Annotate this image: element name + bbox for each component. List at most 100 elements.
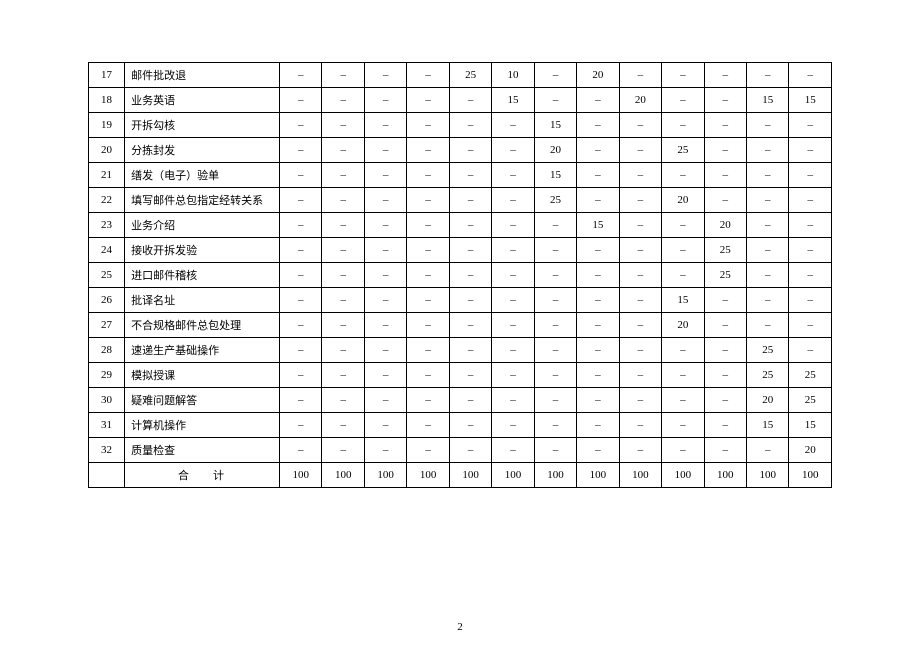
cell-value: – <box>619 288 661 313</box>
cell-value: 25 <box>747 363 789 388</box>
cell-value: – <box>449 363 491 388</box>
cell-value: – <box>322 388 364 413</box>
cell-value: – <box>789 163 832 188</box>
cell-value: – <box>280 163 322 188</box>
cell-value: – <box>747 138 789 163</box>
total-value: 100 <box>789 463 832 488</box>
cell-value: – <box>280 113 322 138</box>
cell-value: 20 <box>662 313 704 338</box>
cell-value: – <box>280 138 322 163</box>
cell-value: – <box>619 363 661 388</box>
cell-value: 15 <box>492 88 534 113</box>
cell-value: – <box>449 138 491 163</box>
cell-value: – <box>704 113 746 138</box>
cell-value: – <box>492 338 534 363</box>
cell-value: – <box>789 63 832 88</box>
cell-value: 25 <box>662 138 704 163</box>
cell-value: – <box>577 263 619 288</box>
cell-value: – <box>407 213 449 238</box>
cell-value: – <box>449 313 491 338</box>
cell-value: – <box>449 213 491 238</box>
cell-value: 15 <box>577 213 619 238</box>
cell-value: – <box>364 163 406 188</box>
cell-value: – <box>407 338 449 363</box>
cell-value: – <box>577 238 619 263</box>
total-value: 100 <box>577 463 619 488</box>
table-row: 22填写邮件总包指定经转关系––––––25––20––– <box>89 188 832 213</box>
cell-value: – <box>492 213 534 238</box>
cell-value: – <box>364 238 406 263</box>
cell-value: – <box>577 438 619 463</box>
cell-value: – <box>704 338 746 363</box>
row-index: 17 <box>89 63 125 88</box>
cell-value: 20 <box>662 188 704 213</box>
cell-value: – <box>747 288 789 313</box>
row-name: 进口邮件稽核 <box>125 263 280 288</box>
cell-value: 25 <box>449 63 491 88</box>
cell-value: – <box>364 63 406 88</box>
page-number: 2 <box>0 621 920 633</box>
cell-value: 25 <box>704 263 746 288</box>
cell-value: – <box>619 63 661 88</box>
cell-value: 25 <box>704 238 746 263</box>
cell-value: – <box>704 363 746 388</box>
cell-value: – <box>407 313 449 338</box>
cell-value: – <box>364 288 406 313</box>
cell-value: – <box>577 288 619 313</box>
cell-value: – <box>492 363 534 388</box>
row-index: 20 <box>89 138 125 163</box>
cell-value: – <box>280 188 322 213</box>
cell-value: – <box>322 263 364 288</box>
cell-value: – <box>449 238 491 263</box>
cell-value: – <box>322 188 364 213</box>
row-index: 24 <box>89 238 125 263</box>
cell-value: – <box>704 413 746 438</box>
cell-value: – <box>492 263 534 288</box>
cell-value: – <box>492 438 534 463</box>
row-name: 疑难问题解答 <box>125 388 280 413</box>
cell-value: – <box>619 338 661 363</box>
document-page: 17邮件批改退––––2510–20–––––18业务英语–––––15––20… <box>0 0 920 651</box>
cell-value: – <box>280 338 322 363</box>
cell-value: 25 <box>534 188 576 213</box>
cell-value: – <box>407 438 449 463</box>
row-index: 32 <box>89 438 125 463</box>
total-row: 合计10010010010010010010010010010010010010… <box>89 463 832 488</box>
cell-value: – <box>662 388 704 413</box>
cell-value: 15 <box>789 88 832 113</box>
cell-value: – <box>534 88 576 113</box>
cell-value: – <box>662 163 704 188</box>
cell-value: – <box>619 313 661 338</box>
cell-value: – <box>577 388 619 413</box>
cell-value: – <box>364 363 406 388</box>
row-index: 25 <box>89 263 125 288</box>
cell-value: 15 <box>534 113 576 138</box>
cell-value: – <box>619 188 661 213</box>
cell-value: – <box>619 163 661 188</box>
cell-value: – <box>747 263 789 288</box>
cell-value: – <box>364 413 406 438</box>
cell-value: – <box>492 313 534 338</box>
cell-value: – <box>407 388 449 413</box>
cell-value: – <box>704 388 746 413</box>
cell-value: – <box>492 138 534 163</box>
cell-value: – <box>534 438 576 463</box>
table-row: 19开拆勾核––––––15–––––– <box>89 113 832 138</box>
cell-value: – <box>364 438 406 463</box>
cell-value: – <box>704 188 746 213</box>
cell-value: – <box>322 288 364 313</box>
table-row: 18业务英语–––––15––20––1515 <box>89 88 832 113</box>
total-value: 100 <box>449 463 491 488</box>
cell-value: – <box>449 113 491 138</box>
cell-value: 10 <box>492 63 534 88</box>
cell-value: – <box>407 363 449 388</box>
cell-value: – <box>407 88 449 113</box>
cell-value: – <box>789 138 832 163</box>
cell-value: – <box>280 438 322 463</box>
cell-value: – <box>322 338 364 363</box>
table-row: 21缮发（电子）验单––––––15–––––– <box>89 163 832 188</box>
cell-value: – <box>280 388 322 413</box>
cell-value: 20 <box>704 213 746 238</box>
row-index: 27 <box>89 313 125 338</box>
row-index: 31 <box>89 413 125 438</box>
